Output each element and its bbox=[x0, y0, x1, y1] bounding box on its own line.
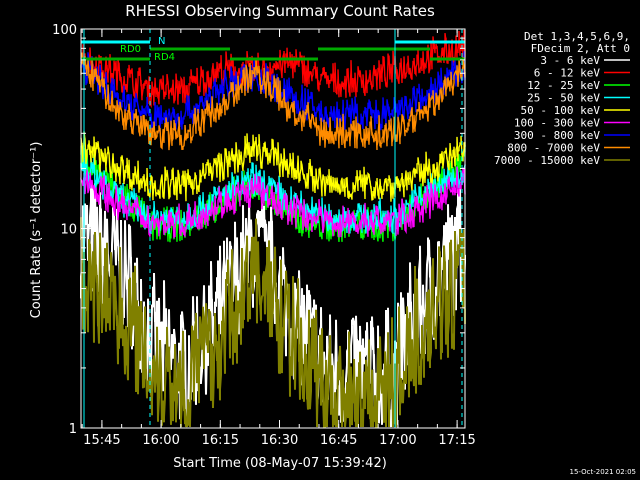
x-tick-label-4: 16:45 bbox=[320, 433, 357, 448]
series-100-300kev bbox=[80, 166, 466, 239]
annotation-rd4: RD4 bbox=[154, 52, 175, 63]
y-axis-label: Count Rate (s⁻¹ detector⁻¹) bbox=[29, 142, 44, 319]
legend-entry-0: 3 - 6 keV bbox=[540, 54, 600, 67]
series-layer bbox=[80, 29, 466, 428]
x-tick-label-2: 16:15 bbox=[202, 433, 239, 448]
legend-entry-2: 12 - 25 keV bbox=[527, 79, 600, 92]
legend-entry-6: 300 - 800 keV bbox=[514, 129, 600, 142]
legend-entry-5: 100 - 300 keV bbox=[514, 117, 600, 130]
series-7000-15000kev bbox=[80, 217, 466, 428]
footer-date: 15-Oct-2021 02:05 bbox=[570, 468, 636, 476]
legend: Det 1,3,4,5,6,9, FDecim 2, Att 0 3 - 6 k… bbox=[494, 30, 630, 167]
x-tick-label-3: 16:30 bbox=[261, 433, 298, 448]
x-tick-label-0: 15:45 bbox=[83, 433, 120, 448]
y-tick-label-1: 10 bbox=[60, 223, 77, 238]
x-tick-label-1: 16:00 bbox=[142, 433, 179, 448]
y-tick-label-0: 1 bbox=[69, 422, 77, 437]
x-axis-label: Start Time (08-May-07 15:39:42) bbox=[173, 456, 387, 471]
legend-header-line2: FDecim 2, Att 0 bbox=[531, 42, 630, 55]
x-tick-label-5: 17:00 bbox=[379, 433, 416, 448]
series-800-7000kev bbox=[80, 52, 466, 151]
overlay-layer bbox=[81, 29, 465, 428]
legend-header-line1: Det 1,3,4,5,6,9, bbox=[524, 30, 630, 43]
annotation-rd0: RD0 bbox=[120, 44, 141, 55]
chart-title: RHESSI Observing Summary Count Rates bbox=[125, 2, 435, 20]
y-tick-label-2: 100 bbox=[52, 23, 77, 38]
legend-entry-7: 800 - 7000 keV bbox=[507, 142, 600, 155]
series-6-12kev bbox=[80, 29, 466, 109]
annotation-n: N bbox=[158, 36, 165, 47]
series-50-100kev bbox=[80, 131, 466, 202]
axes: 15:45 16:00 16:15 16:30 16:45 17:00 17:15 1 10 10… bbox=[52, 23, 476, 448]
x-tick-label-6: 17:15 bbox=[438, 433, 475, 448]
legend-entry-1: 6 - 12 keV bbox=[534, 67, 601, 80]
legend-entry-3: 25 - 50 keV bbox=[527, 92, 600, 105]
legend-entry-8: 7000 - 15000 keV bbox=[494, 154, 600, 167]
legend-entry-4: 50 - 100 keV bbox=[521, 104, 601, 117]
